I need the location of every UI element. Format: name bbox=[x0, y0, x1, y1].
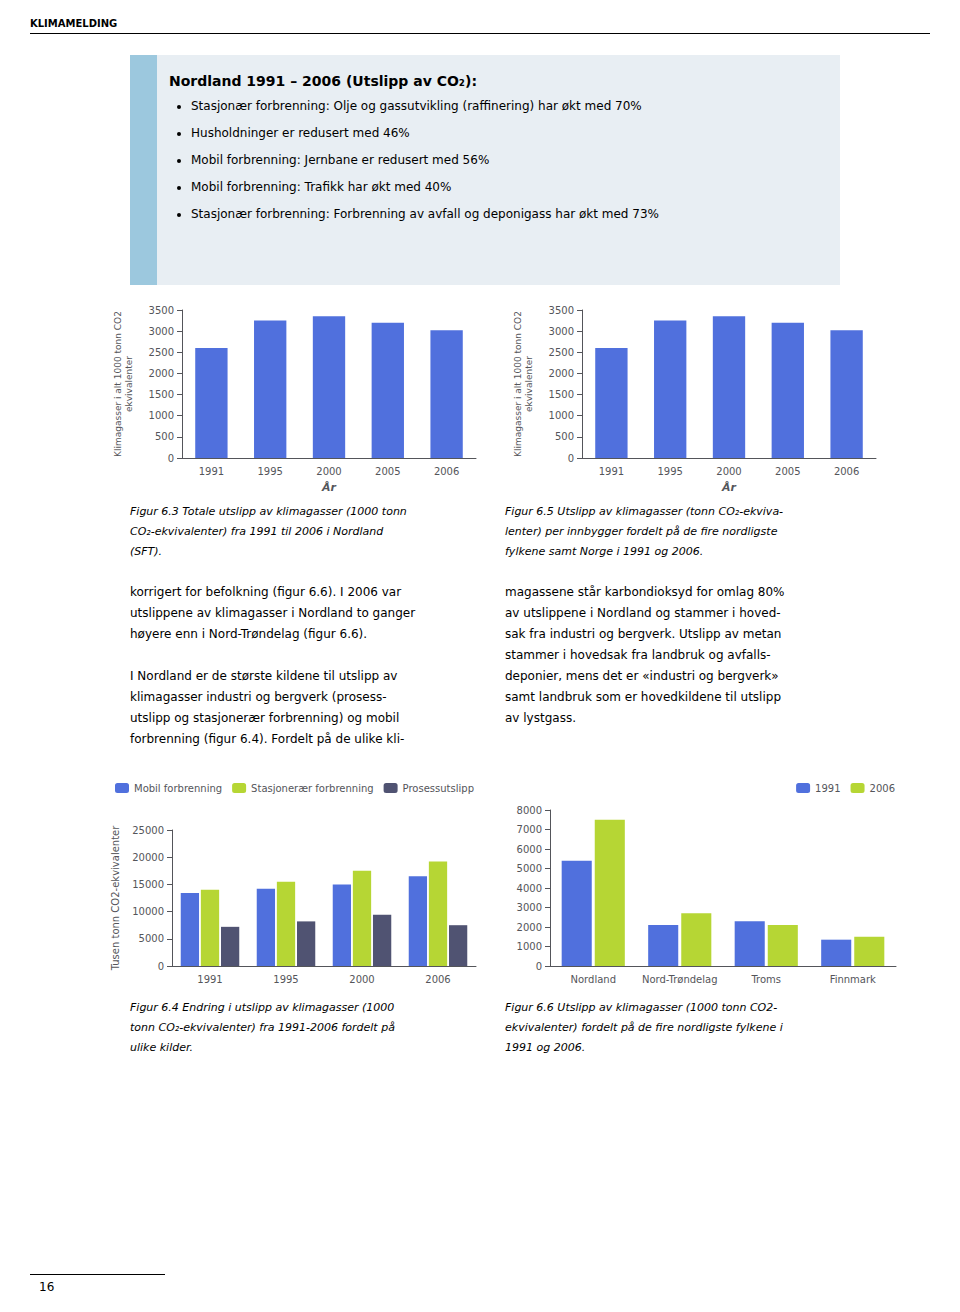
html-text:CO₂-ekvivalenter) fra 1991 til: CO₂-ekvivalenter) fra 1991 til 2006 i No… bbox=[130, 525, 384, 538]
html-text:Figur 6.3 Totale utslipp av kl: Figur 6.3 Totale utslipp av klimagasser … bbox=[130, 505, 407, 518]
svg-text:3500: 3500 bbox=[149, 305, 174, 316]
svg-text:20000: 20000 bbox=[132, 852, 164, 863]
svg-text:ekvivalenter: ekvivalenter bbox=[524, 356, 534, 412]
html-text:tonn CO₂-ekvivalenter) fra 199: tonn CO₂-ekvivalenter) fra 1991-2006 for… bbox=[130, 1021, 395, 1034]
html-text:deponier, mens det er «industr: deponier, mens det er «industri og bergv… bbox=[505, 669, 779, 683]
svg-text:Mobil forbrenning: Mobil forbrenning bbox=[134, 783, 222, 794]
html-text:ulike kilder.: ulike kilder. bbox=[130, 1041, 193, 1054]
svg-text:8000: 8000 bbox=[517, 805, 542, 816]
html-text:klimagasser industri og bergve: klimagasser industri og bergverk (proses… bbox=[130, 690, 387, 704]
html-text:Figur 6.6 Utslipp av klimagass: Figur 6.6 Utslipp av klimagasser (1000 t… bbox=[505, 1001, 778, 1014]
svg-text:5000: 5000 bbox=[517, 863, 542, 874]
svg-text:1000: 1000 bbox=[549, 410, 574, 421]
svg-text:2000: 2000 bbox=[349, 974, 374, 985]
svg-text:Finnmark: Finnmark bbox=[830, 974, 876, 985]
html-text:ekvivalenter) fordelt på de fi: ekvivalenter) fordelt på de fire nordlig… bbox=[505, 1021, 783, 1034]
svg-text:1500: 1500 bbox=[549, 389, 574, 400]
svg-text:4000: 4000 bbox=[517, 883, 542, 894]
svg-text:3500: 3500 bbox=[549, 305, 574, 316]
svg-text:0: 0 bbox=[168, 453, 174, 464]
html-text:Stasjonær forbrenning: Olje og: Stasjonær forbrenning: Olje og gassutvik… bbox=[191, 99, 642, 113]
svg-text:1991: 1991 bbox=[599, 466, 624, 477]
html-text:samt landbruk som er hovedkild: samt landbruk som er hovedkildene til ut… bbox=[505, 690, 781, 704]
svg-text:2000: 2000 bbox=[716, 466, 741, 477]
svg-text:2500: 2500 bbox=[549, 347, 574, 358]
html-text:16: 16 bbox=[39, 1280, 55, 1294]
svg-text:0: 0 bbox=[158, 961, 164, 972]
html-text:Mobil forbrenning: Trafikk har: Mobil forbrenning: Trafikk har økt med 4… bbox=[191, 180, 452, 194]
svg-text:15000: 15000 bbox=[132, 879, 164, 890]
svg-text:År: År bbox=[721, 481, 737, 494]
svg-text:1000: 1000 bbox=[517, 941, 542, 952]
svg-text:3000: 3000 bbox=[149, 326, 174, 337]
html-text:sak fra industri og bergverk.: sak fra industri og bergverk. Utslipp av… bbox=[505, 627, 782, 641]
svg-text:10000: 10000 bbox=[132, 906, 164, 917]
svg-text:1000: 1000 bbox=[149, 410, 174, 421]
html-text:Figur 6.4 Endring i utslipp av: Figur 6.4 Endring i utslipp av klimagass… bbox=[130, 1001, 395, 1014]
html-text:1991 og 2006.: 1991 og 2006. bbox=[505, 1041, 586, 1054]
svg-text:3000: 3000 bbox=[517, 902, 542, 913]
svg-text:3000: 3000 bbox=[549, 326, 574, 337]
svg-text:Troms: Troms bbox=[750, 974, 781, 985]
html-text:KLIMAMELDING: KLIMAMELDING bbox=[30, 18, 118, 29]
svg-text:2006: 2006 bbox=[425, 974, 450, 985]
svg-text:Klimagasser i alt 1000 tonn CO: Klimagasser i alt 1000 tonn CO2 bbox=[113, 311, 123, 457]
svg-text:0: 0 bbox=[536, 961, 542, 972]
svg-text:Nordland: Nordland bbox=[571, 974, 616, 985]
svg-text:5000: 5000 bbox=[139, 933, 164, 944]
svg-text:500: 500 bbox=[155, 431, 174, 442]
html-text:Nordland 1991 – 2006 (Utslipp: Nordland 1991 – 2006 (Utslipp av CO₂): bbox=[169, 73, 477, 89]
html-text:Stasjonær forbrenning: Forbren: Stasjonær forbrenning: Forbrenning av av… bbox=[191, 207, 659, 221]
html-text:(SFT).: (SFT). bbox=[130, 545, 163, 558]
svg-text:Klimagasser i alt 1000 tonn CO: Klimagasser i alt 1000 tonn CO2 bbox=[513, 311, 523, 457]
html-text:høyere enn i Nord-Trøndelag (f: høyere enn i Nord-Trøndelag (figur 6.6). bbox=[130, 627, 368, 641]
html-text:av utslippene i Nordland og st: av utslippene i Nordland og stammer i ho… bbox=[505, 606, 781, 620]
svg-text:1500: 1500 bbox=[149, 389, 174, 400]
html-text:Mobil forbrenning: Jernbane er: Mobil forbrenning: Jernbane er redusert … bbox=[191, 153, 490, 167]
html-text:Figur 6.5 Utslipp av klimagass: Figur 6.5 Utslipp av klimagasser (tonn C… bbox=[505, 505, 784, 518]
html-text:stammer i hovedsak fra landbru: stammer i hovedsak fra landbruk og avfal… bbox=[505, 648, 771, 662]
svg-text:6000: 6000 bbox=[517, 844, 542, 855]
svg-text:2000: 2000 bbox=[316, 466, 341, 477]
svg-text:ekvivalenter: ekvivalenter bbox=[124, 356, 134, 412]
svg-text:0: 0 bbox=[568, 453, 574, 464]
svg-text:1995: 1995 bbox=[257, 466, 282, 477]
html-text:magassene står karbondioksyd f: magassene står karbondioksyd for omlag 8… bbox=[505, 585, 785, 599]
html-text:I Nordland er de største kilde: I Nordland er de største kildene til uts… bbox=[130, 669, 398, 683]
svg-text:År: År bbox=[321, 481, 337, 494]
svg-text:2000: 2000 bbox=[517, 922, 542, 933]
svg-text:1991: 1991 bbox=[815, 783, 840, 794]
svg-text:1991: 1991 bbox=[199, 466, 224, 477]
svg-text:Tusen tonn CO2-ekvivalenter: Tusen tonn CO2-ekvivalenter bbox=[110, 825, 121, 972]
svg-text:2000: 2000 bbox=[549, 368, 574, 379]
svg-text:2500: 2500 bbox=[149, 347, 174, 358]
html-text:lenter) per innbygger fordelt: lenter) per innbygger fordelt på de fire… bbox=[505, 525, 778, 538]
svg-text:7000: 7000 bbox=[517, 824, 542, 835]
svg-text:Nord-Trøndelag: Nord-Trøndelag bbox=[642, 974, 718, 985]
svg-text:25000: 25000 bbox=[132, 825, 164, 836]
html-text:utslippene av klimagasser i No: utslippene av klimagasser i Nordland to … bbox=[130, 606, 416, 620]
html-text:utslipp og stasjonerær forbren: utslipp og stasjonerær forbrenning) og m… bbox=[130, 711, 400, 725]
svg-text:2005: 2005 bbox=[375, 466, 400, 477]
svg-text:500: 500 bbox=[555, 431, 574, 442]
svg-text:2000: 2000 bbox=[149, 368, 174, 379]
html-text:forbrenning (figur 6.4). Forde: forbrenning (figur 6.4). Fordelt på de u… bbox=[130, 732, 405, 746]
html-text:av lystgass.: av lystgass. bbox=[505, 711, 576, 725]
svg-text:2005: 2005 bbox=[775, 466, 800, 477]
svg-text:1991: 1991 bbox=[197, 974, 222, 985]
html-text:Husholdninger er redusert med: Husholdninger er redusert med 46% bbox=[191, 126, 410, 140]
svg-text:Stasjonerær forbrenning: Stasjonerær forbrenning bbox=[251, 783, 374, 794]
svg-text:2006: 2006 bbox=[834, 466, 859, 477]
svg-text:1995: 1995 bbox=[273, 974, 298, 985]
html-text:fylkene samt Norge i 1991 og 2: fylkene samt Norge i 1991 og 2006. bbox=[505, 545, 704, 558]
html-text:korrigert for befolkning (figu: korrigert for befolkning (figur 6.6). I … bbox=[130, 585, 402, 599]
svg-text:2006: 2006 bbox=[434, 466, 459, 477]
svg-text:1995: 1995 bbox=[657, 466, 682, 477]
svg-text:2006: 2006 bbox=[870, 783, 895, 794]
svg-text:Prosessutslipp: Prosessutslipp bbox=[403, 783, 474, 794]
